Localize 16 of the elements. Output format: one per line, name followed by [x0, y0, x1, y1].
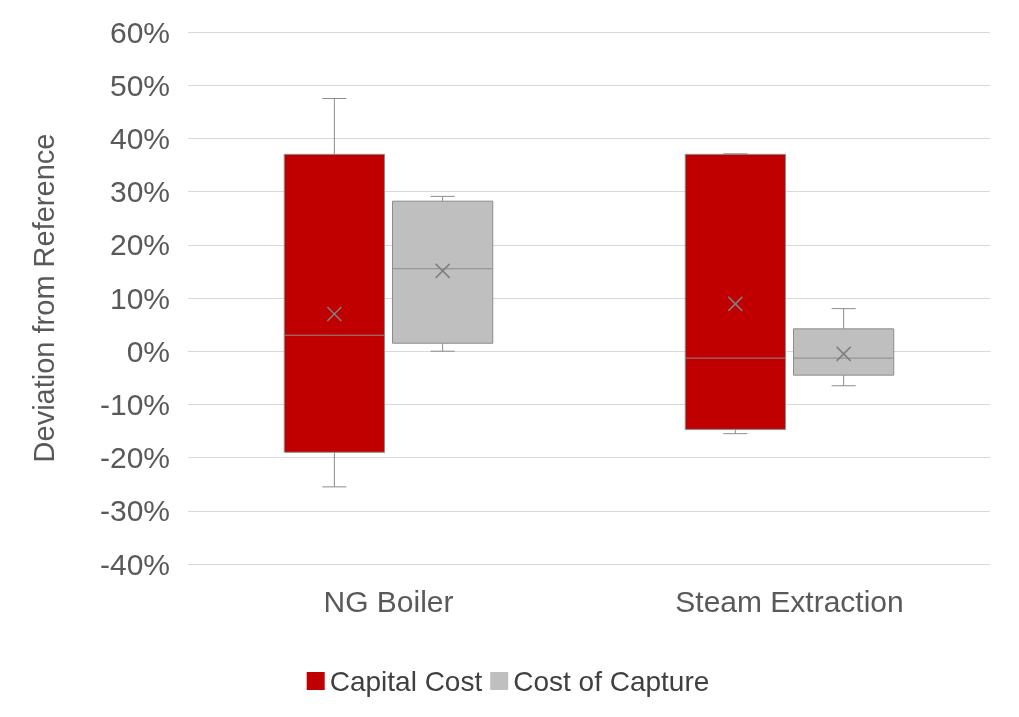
y-tick-label: -30%: [99, 494, 170, 528]
x-tick-label: Steam Extraction: [675, 584, 904, 618]
legend-label: Cost of Capture: [513, 665, 710, 697]
y-tick-label: -20%: [99, 441, 170, 475]
y-tick-label: 20%: [109, 228, 170, 262]
y-tick-label: 50%: [109, 68, 170, 102]
y-tick-label: 30%: [109, 175, 170, 209]
x-tick-label: NG Boiler: [323, 584, 454, 618]
y-tick-label: 0%: [126, 334, 170, 368]
y-tick-label: 60%: [109, 15, 170, 49]
y-tick-label: -40%: [99, 547, 170, 581]
y-axis-title: Deviation from Reference: [27, 133, 60, 463]
y-tick-label: 40%: [109, 121, 170, 155]
legend-label: Capital Cost: [329, 665, 483, 697]
y-tick-label: 10%: [109, 281, 170, 315]
y-tick-label: -10%: [99, 387, 170, 421]
